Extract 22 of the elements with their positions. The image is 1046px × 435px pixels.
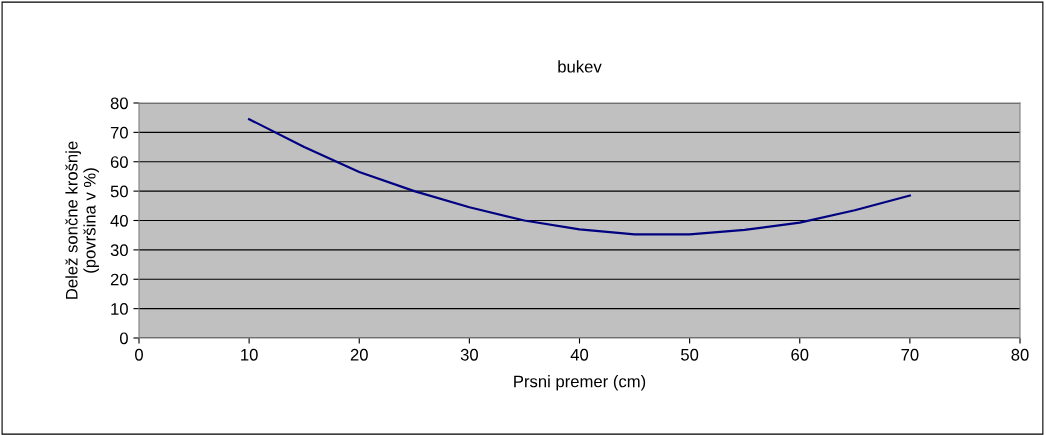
- chart-title: bukev: [558, 60, 602, 73]
- y-tick-label: 70: [110, 126, 128, 139]
- y-tick-label: 10: [111, 303, 128, 315]
- y-tick-label: 40: [110, 214, 128, 227]
- y-tick-label: 20: [110, 273, 128, 286]
- x-tick-label: 70: [901, 348, 919, 361]
- y-tick-label: 30: [110, 244, 128, 257]
- y-tick-label: 50: [110, 185, 128, 198]
- x-tick-label: 50: [681, 348, 699, 361]
- y-tick-label: 80: [110, 97, 128, 110]
- line-series: [248, 118, 911, 236]
- x-tick-label: 10: [241, 348, 258, 361]
- y-axis-title: Delež sončne krošnje (površina v %): [65, 141, 99, 299]
- x-tick-label: 80: [1011, 348, 1029, 361]
- x-tick-label: 20: [350, 348, 368, 361]
- x-tick-label: 0: [135, 348, 143, 361]
- y-tick-label: 60: [110, 156, 128, 168]
- x-tick-label: 40: [570, 348, 589, 361]
- x-tick-label: 30: [460, 348, 478, 361]
- x-axis-title: Prsni premer (cm): [514, 375, 646, 391]
- x-tick-label: 60: [791, 348, 809, 361]
- y-tick-label: 0: [119, 332, 128, 345]
